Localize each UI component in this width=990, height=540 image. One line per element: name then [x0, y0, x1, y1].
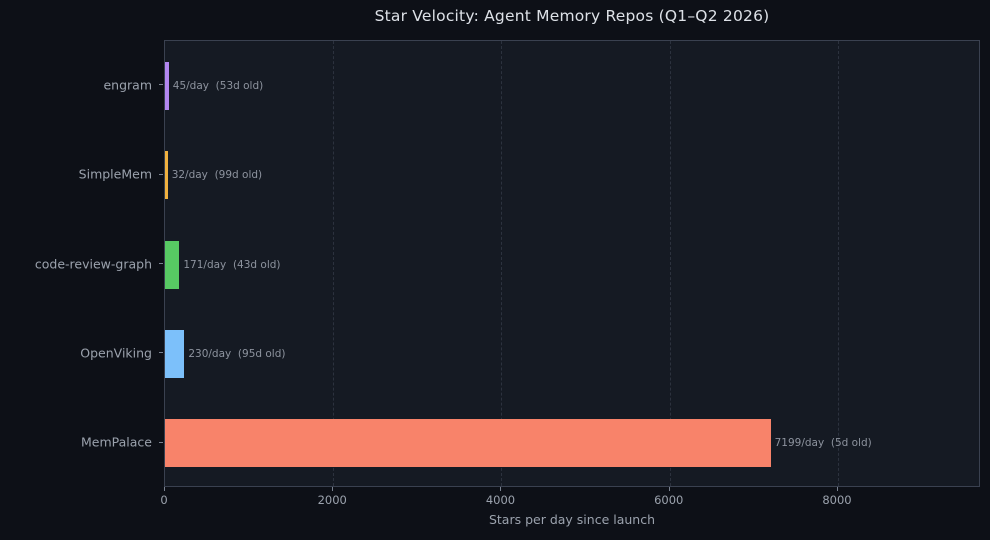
bar-OpenViking	[165, 329, 185, 378]
x-tick-label-8000: 8000	[822, 493, 852, 507]
y-tick-label-OpenViking: OpenViking	[80, 345, 152, 361]
y-tick-mark-SimpleMem	[159, 173, 163, 175]
y-tick-mark-MemPalace	[159, 441, 163, 443]
bar-MemPalace	[165, 419, 771, 468]
x-tick-mark-6000	[668, 487, 670, 491]
y-tick-label-engram: engram	[103, 77, 152, 93]
y-tick-label-MemPalace: MemPalace	[81, 434, 152, 450]
bar-annotation-SimpleMem: 32/day (99d old)	[171, 169, 263, 182]
x-tick-mark-0	[164, 487, 165, 491]
x-tick-label-6000: 6000	[654, 493, 684, 507]
bar-annotation-code-review-graph: 171/day (43d old)	[183, 258, 281, 271]
y-tick-label-code-review-graph: code-review-graph	[34, 256, 152, 271]
bar-SimpleMem	[165, 151, 168, 200]
gridline-x-4000	[501, 41, 503, 486]
x-tick-label-2000: 2000	[317, 493, 347, 507]
x-axis-label: Stars per day since launch	[488, 512, 656, 527]
y-tick-mark-engram	[159, 84, 163, 86]
bar-engram	[165, 61, 169, 110]
y-tick-mark-OpenViking	[159, 352, 163, 354]
bar-annotation-OpenViking: 230/day (95d old)	[188, 347, 286, 360]
y-tick-label-SimpleMem: SimpleMem	[78, 166, 152, 182]
gridline-x-8000	[837, 41, 839, 486]
x-tick-label-0: 0	[160, 493, 168, 507]
x-tick-mark-4000	[500, 487, 502, 491]
bar-code-review-graph	[165, 240, 180, 289]
chart-title: Star Velocity: Agent Memory Repos (Q1–Q2…	[374, 7, 770, 25]
gridline-x-2000	[333, 41, 335, 486]
plot-area: 45/day (53d old) 32/day (99d old) 171/day …	[164, 40, 980, 487]
x-tick-label-4000: 4000	[485, 493, 516, 507]
gridline-x-6000	[669, 41, 671, 486]
x-tick-mark-2000	[332, 487, 334, 491]
x-tick-mark-8000	[836, 487, 838, 491]
bar-annotation-MemPalace: 7199/day (5d old)	[774, 437, 872, 450]
bar-annotation-engram: 45/day (53d old)	[172, 79, 264, 92]
y-tick-mark-code-review-graph	[159, 263, 163, 264]
